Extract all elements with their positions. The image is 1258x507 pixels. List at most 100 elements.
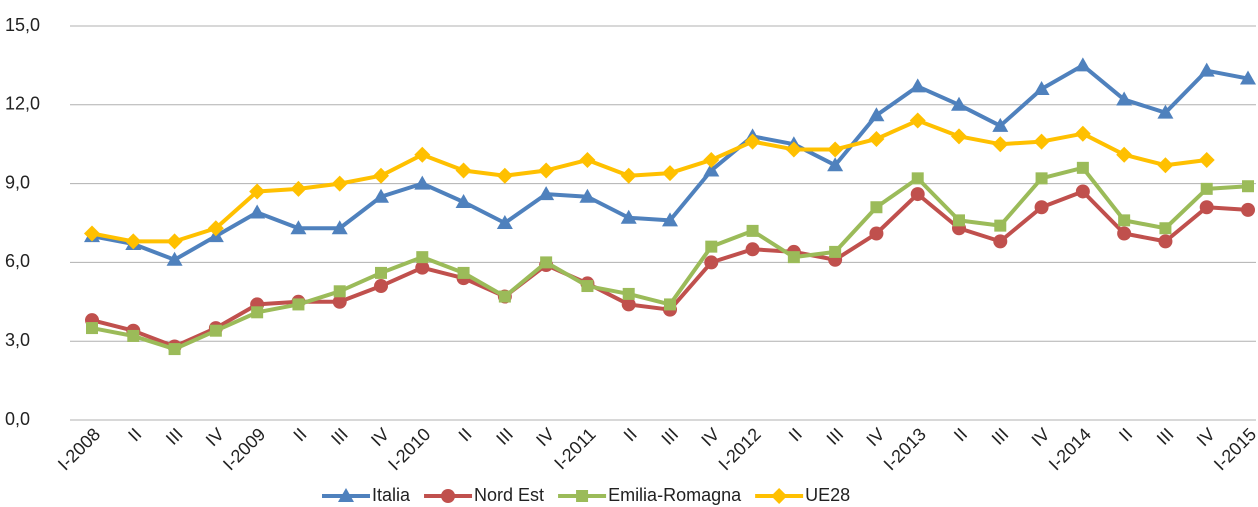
- series-line: [91, 118, 1207, 244]
- marker: [1240, 70, 1256, 85]
- marker: [375, 266, 387, 279]
- legend-label: UE28: [805, 485, 850, 505]
- x-tick-label: IV: [532, 424, 558, 450]
- y-tick-label: 6,0: [5, 251, 30, 271]
- marker: [1200, 182, 1213, 195]
- marker: [249, 204, 266, 219]
- marker: [373, 188, 389, 203]
- marker: [498, 290, 511, 303]
- marker: [910, 187, 925, 202]
- marker: [787, 251, 800, 264]
- marker: [1157, 104, 1174, 119]
- marker: [1117, 226, 1132, 241]
- marker: [664, 298, 676, 311]
- marker: [1074, 57, 1091, 72]
- marker: [207, 220, 224, 237]
- marker: [621, 297, 636, 312]
- marker: [331, 220, 348, 235]
- marker: [746, 224, 759, 237]
- marker: [496, 167, 513, 184]
- marker: [374, 279, 388, 294]
- x-tick-label: I-2008: [54, 424, 104, 474]
- x-tick-label: IV: [697, 424, 723, 450]
- marker: [909, 78, 926, 93]
- marker: [911, 172, 924, 185]
- x-tick-label: I-2010: [384, 424, 434, 474]
- marker: [455, 193, 472, 208]
- x-tick-label: I-2009: [219, 424, 269, 474]
- marker: [827, 157, 844, 172]
- marker: [1116, 146, 1133, 163]
- series-line: [91, 63, 1249, 262]
- legend-label: Italia: [372, 485, 411, 505]
- marker: [1035, 172, 1048, 185]
- marker: [909, 112, 926, 129]
- marker: [581, 280, 594, 293]
- marker: [703, 162, 720, 177]
- legend: Italia Nord Est Emilia-Romagna UE28: [322, 485, 850, 505]
- y-tick-label: 9,0: [5, 172, 30, 192]
- marker: [84, 225, 100, 242]
- marker: [622, 287, 635, 300]
- marker: [705, 240, 718, 253]
- marker: [1074, 125, 1091, 142]
- x-tick-label: IV: [202, 424, 228, 450]
- marker: [827, 141, 844, 158]
- x-tick-label: II: [1115, 424, 1136, 445]
- marker: [992, 117, 1009, 132]
- marker: [415, 260, 430, 275]
- marker: [620, 167, 637, 184]
- marker: [127, 329, 140, 342]
- marker: [166, 251, 183, 266]
- marker: [290, 180, 307, 197]
- marker: [1158, 234, 1173, 249]
- marker: [1034, 200, 1049, 215]
- x-tick-label: II: [455, 424, 476, 445]
- marker: [579, 188, 596, 203]
- marker: [993, 234, 1008, 249]
- marker: [744, 133, 761, 150]
- marker: [1075, 184, 1090, 199]
- y-tick-label: 3,0: [5, 330, 30, 350]
- legend-label: Nord Est: [474, 485, 544, 505]
- x-tick-label: II: [124, 424, 145, 445]
- x-tick-label: III: [492, 424, 517, 449]
- marker: [785, 141, 802, 158]
- x-tick-label: III: [988, 424, 1013, 449]
- legend-label: Emilia-Romagna: [608, 485, 742, 505]
- marker: [1118, 214, 1131, 227]
- marker: [868, 130, 885, 147]
- marker: [1116, 91, 1133, 106]
- x-tick-label: I-2012: [715, 424, 765, 474]
- marker: [414, 146, 431, 163]
- legend-marker: [338, 488, 354, 502]
- marker: [703, 151, 720, 168]
- x-tick-label: II: [950, 424, 971, 445]
- marker: [951, 128, 967, 145]
- y-tick-label: 15,0: [5, 15, 40, 35]
- marker: [455, 162, 472, 179]
- marker: [457, 266, 470, 279]
- x-tick-label: I-2014: [1045, 424, 1095, 474]
- x-tick-label: III: [162, 424, 187, 449]
- x-tick-label: III: [1153, 424, 1178, 449]
- marker: [1159, 222, 1172, 235]
- marker: [868, 107, 885, 122]
- x-tick-label: IV: [862, 424, 888, 450]
- x-tick-label: II: [785, 424, 806, 445]
- legend-marker: [576, 490, 589, 502]
- x-tick-label: IV: [1193, 424, 1219, 450]
- marker: [953, 214, 965, 227]
- marker: [249, 183, 266, 200]
- marker: [125, 233, 142, 250]
- x-tick-label: III: [823, 424, 848, 449]
- x-tick-label: III: [327, 424, 352, 449]
- marker: [1157, 157, 1174, 174]
- marker: [620, 209, 637, 224]
- marker: [704, 255, 719, 270]
- marker: [992, 136, 1009, 153]
- y-tick-label: 0,0: [5, 409, 30, 429]
- x-tick-label: II: [289, 424, 310, 445]
- marker: [829, 245, 842, 258]
